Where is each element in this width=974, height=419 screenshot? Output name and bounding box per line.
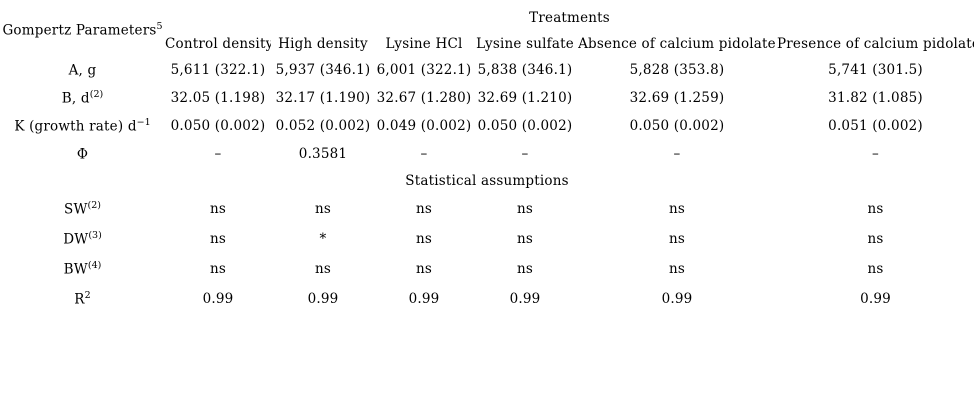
column-header-lysine-sulfate: Lysine sulfate <box>476 35 574 52</box>
table-cell: 0.050 (0.002) <box>170 118 266 134</box>
table-cell: 32.05 (1.198) <box>170 90 266 106</box>
table-cell: ns <box>668 261 686 277</box>
table-cell: 0.052 (0.002) <box>275 118 371 134</box>
row-label-bw: BW(4) <box>0 254 165 284</box>
table-cell: ns <box>415 261 433 277</box>
table-cell: – <box>673 146 681 162</box>
row-label-superscript: 2 <box>84 290 91 302</box>
table-cell: 0.051 (0.002) <box>828 118 923 134</box>
table-cell: 32.17 (1.190) <box>275 90 371 106</box>
row-label-superscript: (2) <box>89 89 104 101</box>
table-cell: 5,741 (301.5) <box>828 62 923 78</box>
table-row-b: B, d(2) 32.05 (1.198) 32.17 (1.190) 32.6… <box>0 84 974 112</box>
table-cell: 5,937 (346.1) <box>275 62 371 78</box>
table-cell: ns <box>516 231 534 247</box>
row-label-text: A, g <box>68 62 97 79</box>
row-label-r2: R2 <box>0 284 165 314</box>
table-cell: ns <box>516 261 534 277</box>
table-corner-label: Gompertz Parameters5 <box>0 4 165 56</box>
column-header-control-density: Control density <box>165 35 271 52</box>
table-cell: * <box>319 231 327 247</box>
table-cell: ns <box>867 231 884 247</box>
table-row-dw: DW(3) ns * ns ns ns ns <box>0 224 974 254</box>
column-header-high-density: High density <box>278 35 368 52</box>
row-label-k: K (growth rate) d−1 <box>0 112 165 140</box>
table-row-a: A, g 5,611 (322.1) 5,937 (346.1) 6,001 (… <box>0 56 974 84</box>
row-label-text: B, d <box>61 90 90 107</box>
row-label-text: Φ <box>76 146 89 163</box>
table-cell: – <box>521 146 529 162</box>
row-label-text: R <box>74 291 85 308</box>
table-cell: ns <box>209 201 227 217</box>
corner-label-text: Gompertz Parameters <box>2 22 157 39</box>
table-cell: 0.99 <box>408 291 440 307</box>
table-cell: ns <box>209 231 227 247</box>
treatments-header: Treatments <box>529 9 610 26</box>
table-row-r2: R2 0.99 0.99 0.99 0.99 0.99 0.99 <box>0 284 974 314</box>
column-header-absence-calcium-pidolate: Absence of calcium pidolate <box>578 35 776 52</box>
row-label-text: BW <box>63 261 88 278</box>
table-cell: ns <box>209 261 227 277</box>
table-cell: – <box>872 146 879 162</box>
table-cell: – <box>214 146 222 162</box>
gompertz-parameters-table: Gompertz Parameters5 Treatments Control … <box>0 4 974 314</box>
table-cell: 32.67 (1.280) <box>376 90 472 106</box>
table-cell: ns <box>516 201 534 217</box>
table-cell: ns <box>314 261 332 277</box>
table-cell: – <box>420 146 428 162</box>
row-label-a: A, g <box>0 56 165 84</box>
table-cell: 0.050 (0.002) <box>629 118 725 134</box>
row-label-text: SW <box>64 201 88 218</box>
corner-label-superscript: 5 <box>156 21 163 33</box>
row-label-text: K (growth rate) d <box>14 118 137 135</box>
table-cell: ns <box>314 201 332 217</box>
table-row-sw: SW(2) ns ns ns ns ns ns <box>0 194 974 224</box>
row-label-superscript: −1 <box>136 117 151 129</box>
table-cell: 0.99 <box>307 291 339 307</box>
table-row-bw: BW(4) ns ns ns ns ns ns <box>0 254 974 284</box>
table-cell: 0.99 <box>509 291 541 307</box>
table-cell: ns <box>415 201 433 217</box>
table-cell: 0.3581 <box>298 146 348 162</box>
table-cell: 31.82 (1.085) <box>828 90 923 106</box>
table-cell: ns <box>668 231 686 247</box>
table-cell: 32.69 (1.210) <box>477 90 573 106</box>
statistical-assumptions-header: Statistical assumptions <box>405 173 569 189</box>
table-cell: 0.050 (0.002) <box>477 118 573 134</box>
table-cell: ns <box>867 261 884 277</box>
row-label-phi: Φ <box>0 140 165 168</box>
column-header-lysine-hcl: Lysine HCl <box>385 35 463 52</box>
table-cell: 5,828 (353.8) <box>629 62 725 78</box>
table-cell: ns <box>668 201 686 217</box>
table-cell: ns <box>415 231 433 247</box>
column-header-presence-calcium-pidolate: Presence of calcium pidolate <box>777 35 974 52</box>
table-cell: 32.69 (1.259) <box>629 90 725 106</box>
row-label-superscript: (2) <box>87 200 101 212</box>
table-row-phi: Φ – 0.3581 – – – – <box>0 140 974 168</box>
table-cell: ns <box>867 201 884 217</box>
row-label-b: B, d(2) <box>0 84 165 112</box>
table-cell: 5,611 (322.1) <box>170 62 266 78</box>
row-label-text: DW <box>63 231 89 248</box>
row-label-dw: DW(3) <box>0 224 165 254</box>
table-cell: 0.99 <box>860 291 891 307</box>
row-label-sw: SW(2) <box>0 194 165 224</box>
table-cell: 5,838 (346.1) <box>477 62 573 78</box>
table-row-k: K (growth rate) d−1 0.050 (0.002) 0.052 … <box>0 112 974 140</box>
table-cell: 0.99 <box>202 291 234 307</box>
table-cell: 0.99 <box>661 291 693 307</box>
row-label-superscript: (4) <box>87 260 102 272</box>
table-cell: 0.049 (0.002) <box>376 118 472 134</box>
table-cell: 6,001 (322.1) <box>376 62 472 78</box>
row-label-superscript: (3) <box>88 230 102 242</box>
